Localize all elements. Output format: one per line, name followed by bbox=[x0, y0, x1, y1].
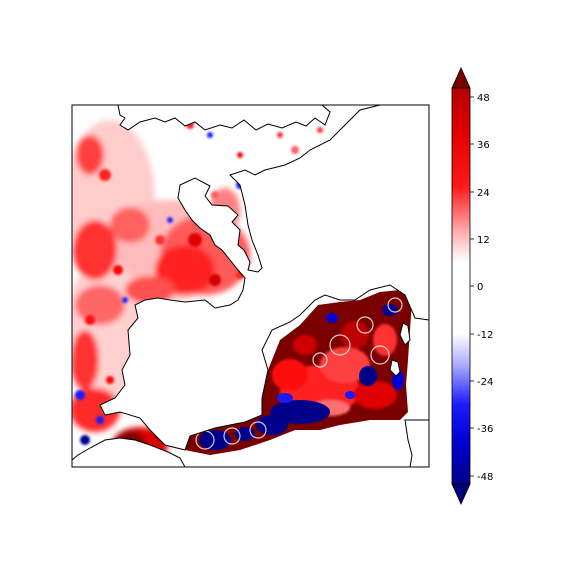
colorbar-tick-label: -12 bbox=[477, 330, 493, 341]
colorbar-tick-label: -24 bbox=[477, 377, 493, 388]
mediterranean-field bbox=[185, 290, 412, 455]
colorbar-tick-label: 24 bbox=[477, 188, 490, 199]
colorbar-tick-label: -36 bbox=[477, 424, 493, 435]
anomaly-field bbox=[72, 105, 429, 467]
map-border bbox=[71, 104, 430, 468]
colorbar-tick-label: -48 bbox=[477, 472, 493, 483]
colorbar-tick-label: 36 bbox=[477, 140, 490, 151]
colorbar-tick-label: 12 bbox=[477, 235, 490, 246]
colorbar-ticks bbox=[470, 96, 474, 477]
colorbar-extend-low bbox=[451, 483, 471, 505]
land bbox=[72, 105, 429, 467]
colorbar-tick-label: 48 bbox=[477, 93, 490, 104]
colorbar-extend-high bbox=[451, 67, 471, 89]
map-panel bbox=[71, 104, 430, 468]
colorbar-tick-labels: 48 36 24 12 0 -12 -24 -36 -48 bbox=[477, 93, 493, 483]
colorbar-body bbox=[451, 87, 471, 485]
colorbar-tick-label: 0 bbox=[477, 282, 483, 293]
colorbar: 48 36 24 12 0 -12 -24 -36 -48 bbox=[451, 67, 493, 505]
